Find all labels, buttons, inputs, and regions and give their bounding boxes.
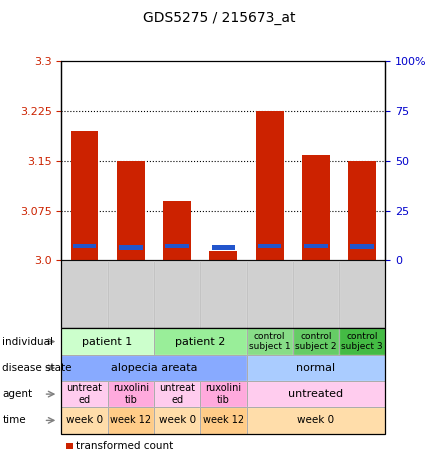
Bar [256, 111, 283, 260]
Text: time: time [2, 415, 26, 425]
Text: ruxolini
tib: ruxolini tib [113, 383, 149, 405]
Text: control
subject 1: control subject 1 [249, 332, 290, 351]
Text: alopecia areata: alopecia areata [111, 363, 197, 373]
Text: week 0: week 0 [297, 415, 335, 425]
Bar [117, 161, 145, 260]
Text: patient 1: patient 1 [82, 337, 133, 347]
Bar [209, 251, 237, 260]
Bar [304, 244, 328, 248]
Text: week 0: week 0 [66, 415, 103, 425]
Text: transformed count: transformed count [76, 441, 173, 451]
Text: patient 2: patient 2 [175, 337, 226, 347]
Bar [119, 245, 143, 250]
Text: control
subject 3: control subject 3 [342, 332, 383, 351]
Text: untreat
ed: untreat ed [159, 383, 195, 405]
Text: normal: normal [297, 363, 336, 373]
Bar [258, 244, 282, 248]
Text: agent: agent [2, 389, 32, 399]
Bar [302, 155, 330, 260]
Text: week 0: week 0 [159, 415, 196, 425]
Bar [165, 244, 189, 248]
Bar [348, 161, 376, 260]
Bar [350, 244, 374, 249]
Text: GDS5275 / 215673_at: GDS5275 / 215673_at [143, 11, 295, 25]
Text: control
subject 2: control subject 2 [295, 332, 337, 351]
Text: individual: individual [2, 337, 53, 347]
Text: untreat
ed: untreat ed [67, 383, 102, 405]
Bar [71, 131, 99, 260]
Text: week 12: week 12 [203, 415, 244, 425]
Text: ruxolini
tib: ruxolini tib [205, 383, 241, 405]
Text: week 12: week 12 [110, 415, 152, 425]
Bar [163, 201, 191, 260]
Bar [212, 245, 235, 250]
Text: untreated: untreated [289, 389, 343, 399]
Bar [73, 244, 96, 248]
Text: disease state: disease state [2, 363, 72, 373]
